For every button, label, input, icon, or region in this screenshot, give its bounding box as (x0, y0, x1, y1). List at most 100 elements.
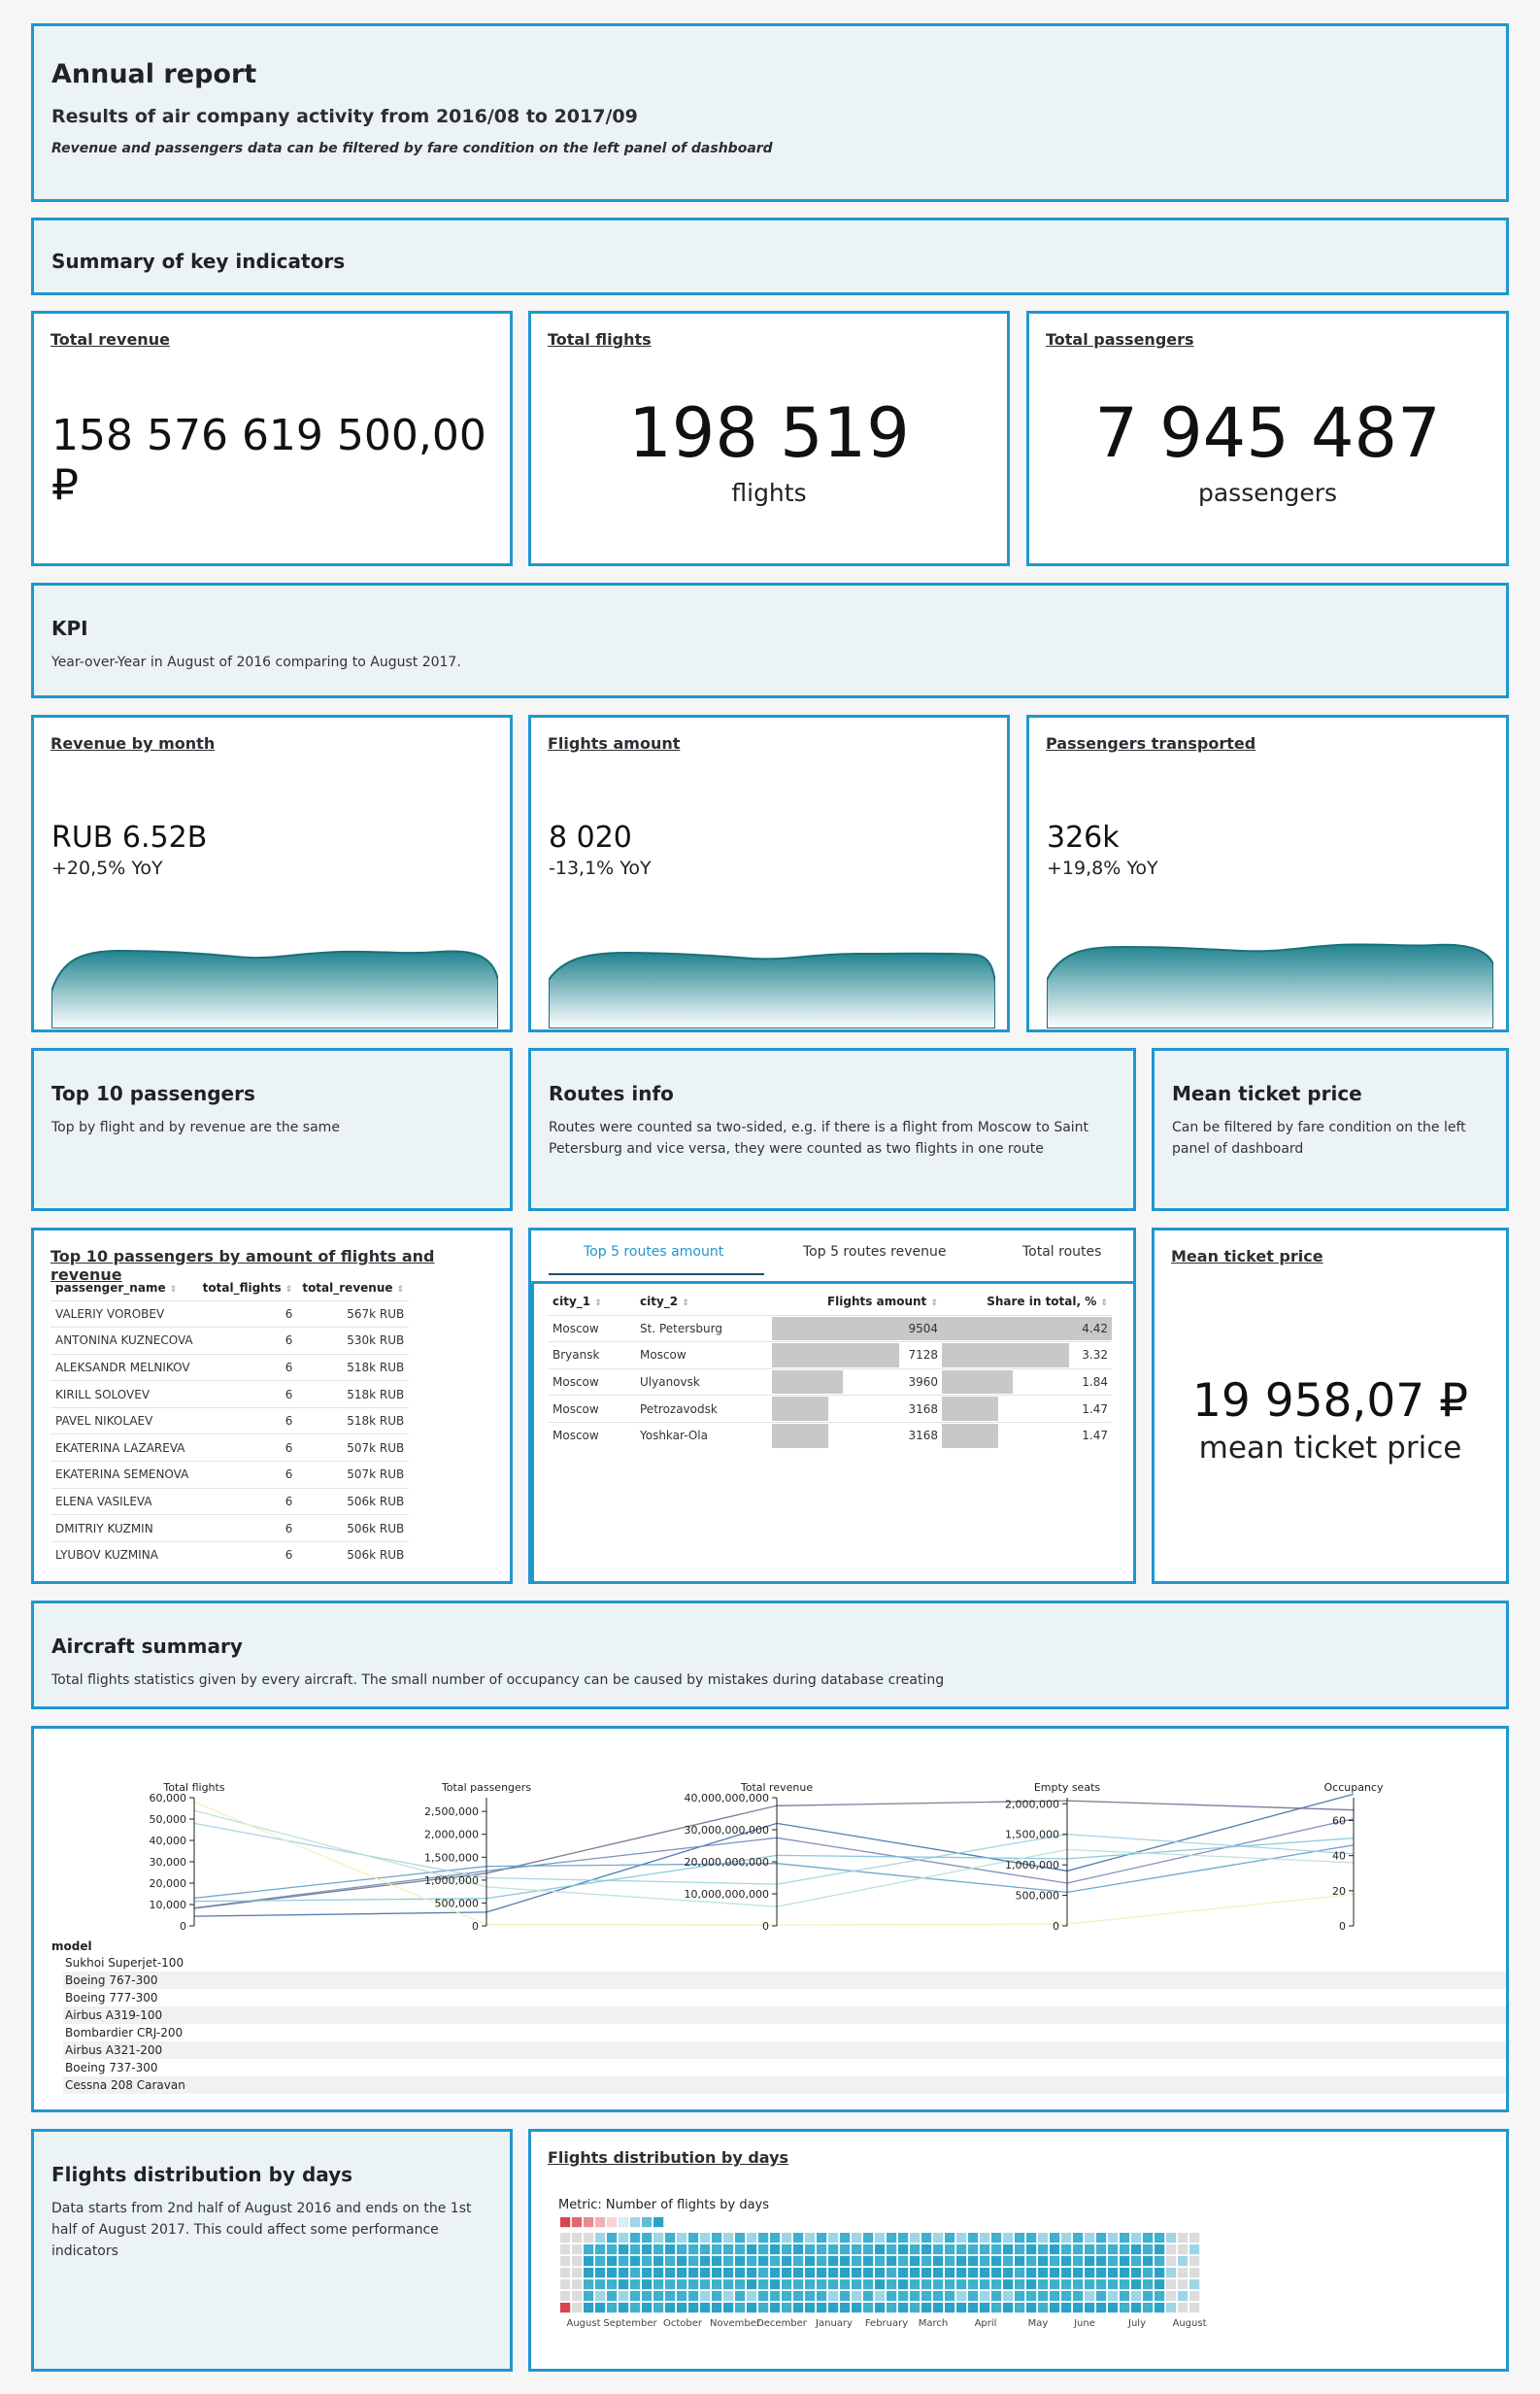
heatmap-cell (863, 2303, 874, 2313)
heatmap-cell (945, 2291, 955, 2302)
heatmap-cell (875, 2291, 886, 2302)
heatmap-cell (735, 2279, 746, 2290)
heatmap-cell (933, 2256, 944, 2267)
model-row[interactable]: Boeing 777-300 (65, 1991, 158, 2005)
passenger-revenue: 506k RUB (297, 1514, 410, 1542)
passenger-revenue: 530k RUB (297, 1327, 410, 1355)
heatmap-cell (758, 2256, 769, 2267)
routes-tabs-card: Top 5 routes amount Top 5 routes revenue… (528, 1228, 1136, 1584)
heatmap-cell (1155, 2244, 1165, 2255)
heatmap-cell (1038, 2303, 1049, 2313)
heatmap-cell (1026, 2303, 1037, 2313)
heatmap-cell (1085, 2233, 1095, 2243)
heatmap-cell (991, 2303, 1002, 2313)
sort-icon[interactable]: ⇕ (594, 1298, 602, 1309)
heatmap-cell (805, 2291, 816, 2302)
model-row[interactable]: Boeing 737-300 (65, 2061, 158, 2074)
heatmap-cell (572, 2279, 583, 2290)
tab-top5-routes-amount[interactable]: Top 5 routes amount (584, 1244, 724, 1260)
tick-label: 1,000,000 (1005, 1859, 1059, 1871)
heatmap-cell (1120, 2303, 1130, 2313)
column-header-flights-amount[interactable]: Flights amount ⇕ (826, 1295, 938, 1309)
heatmap-cell (840, 2303, 851, 2313)
model-row[interactable]: Cessna 208 Caravan (63, 2076, 1506, 2094)
tick-label: 0 (1339, 1920, 1346, 1933)
model-row[interactable]: Boeing 767-300 (63, 1972, 1506, 1989)
model-row[interactable]: Airbus A321-200 (63, 2041, 1506, 2059)
table-row: Moscow Ulyanovsk 3960 1.84 (549, 1367, 1112, 1396)
heatmap-cell (1015, 2256, 1025, 2267)
heatmap-cell (642, 2303, 653, 2313)
heatmap-cell (584, 2268, 594, 2278)
kpi-title: KPI (51, 617, 88, 640)
heatmap-cell (933, 2268, 944, 2278)
sort-icon[interactable]: ⇕ (285, 1284, 293, 1295)
heatmap-cell (1038, 2233, 1049, 2243)
heatmap-cell (980, 2233, 990, 2243)
heatmap-cell (700, 2268, 711, 2278)
heatmap-cell (898, 2233, 909, 2243)
top10-info-title: Top 10 passengers (51, 1082, 255, 1105)
heatmap-cell (1050, 2268, 1060, 2278)
route-share: 3.32 (942, 1341, 1112, 1369)
tick-label: 1,500,000 (424, 1851, 479, 1864)
route-city-1: Moscow (549, 1314, 636, 1342)
route-share: 1.47 (942, 1395, 1112, 1423)
heatmap-cell (828, 2268, 839, 2278)
heatmap-cell (735, 2291, 746, 2302)
model-row[interactable]: Bombardier CRJ-200 (65, 2026, 184, 2040)
passenger-name: EKATERINA LAZAREVA (50, 1433, 198, 1462)
mean-ticket-card: Mean ticket price 19 958,07 ₽ mean ticke… (1152, 1228, 1509, 1584)
heatmap-cell (1143, 2268, 1154, 2278)
column-header-total-flights[interactable]: total_flights ⇕ (202, 1280, 293, 1295)
heatmap-cell (688, 2303, 699, 2313)
legend-swatch (584, 2217, 594, 2228)
heatmap-cell (980, 2256, 990, 2267)
heatmap-cell (1096, 2279, 1107, 2290)
column-header-city-1[interactable]: city_1 ⇕ (552, 1295, 602, 1309)
column-header-passenger-name[interactable]: passenger_name ⇕ (55, 1280, 178, 1295)
tab-total-routes[interactable]: Total routes (1022, 1244, 1102, 1260)
sort-icon[interactable]: ⇕ (169, 1284, 178, 1295)
heatmap-cell (1131, 2256, 1142, 2267)
sort-icon[interactable]: ⇕ (682, 1298, 689, 1309)
heatmap-cell (688, 2291, 699, 2302)
heatmap-cell (1166, 2268, 1177, 2278)
heatmap-cell (840, 2279, 851, 2290)
heatmap-cell (840, 2291, 851, 2302)
legend-swatch (619, 2217, 629, 2228)
tick-label: 10,000 (150, 1899, 187, 1911)
column-header-city-2[interactable]: city_2 ⇕ (640, 1295, 689, 1309)
tab-top5-routes-revenue[interactable]: Top 5 routes revenue (803, 1244, 947, 1260)
heatmap-cell (700, 2244, 711, 2255)
heatmap-cell (677, 2279, 687, 2290)
heatmap-cell (793, 2244, 804, 2255)
page-subtitle: Results of air company activity from 201… (51, 106, 638, 127)
heatmap-cell (1120, 2279, 1130, 2290)
column-header-share[interactable]: Share in total, % ⇕ (987, 1295, 1108, 1309)
month-label: August (567, 2318, 601, 2329)
passengers-table: passenger_name ⇕ total_flights ⇕ total_r… (50, 1275, 410, 1568)
sort-icon[interactable]: ⇕ (930, 1298, 938, 1309)
heatmap-cell (828, 2233, 839, 2243)
model-row[interactable]: Airbus A319-100 (63, 2006, 1506, 2024)
passenger-name: KIRILL SOLOVEV (50, 1380, 198, 1408)
heatmap-cell (677, 2233, 687, 2243)
passenger-flights: 6 (197, 1299, 298, 1328)
passenger-flights: 6 (197, 1487, 298, 1515)
passenger-flights: 6 (197, 1353, 298, 1381)
column-header-total-revenue[interactable]: total_revenue ⇕ (302, 1280, 405, 1295)
route-city-1: Moscow (549, 1421, 636, 1449)
flights-dist-info-description: Data starts from 2nd half of August 2016… (51, 2201, 472, 2259)
sort-icon[interactable]: ⇕ (1100, 1298, 1108, 1309)
model-row[interactable]: Sukhoi Superjet-100 (65, 1956, 184, 1970)
heatmap-cell (560, 2268, 571, 2278)
heatmap-cell (560, 2256, 571, 2267)
heatmap-cell (712, 2279, 722, 2290)
tick-label: 50,000 (150, 1813, 187, 1826)
passenger-name: VALERIY VOROBEV (50, 1299, 198, 1328)
series-line (193, 1844, 1355, 1900)
sort-icon[interactable]: ⇕ (396, 1284, 405, 1295)
tick-label: 20,000 (150, 1877, 187, 1890)
heatmap-cell (805, 2233, 816, 2243)
